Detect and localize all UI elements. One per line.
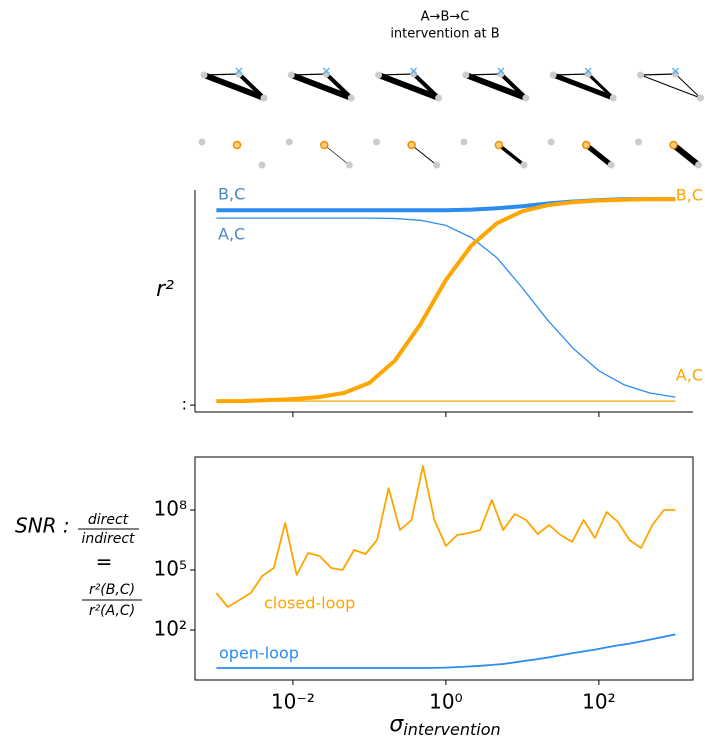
series-label: closed-loop [264,594,355,613]
node [347,94,355,102]
intervention-mark [672,67,679,75]
node [287,71,295,79]
node [462,71,470,79]
title-line: intervention at B [390,27,499,42]
x-tick-label: 10⁻² [271,690,315,714]
x-axis-label: σintervention [389,712,500,739]
edge [499,72,528,100]
edge [324,144,350,166]
node [320,140,329,150]
edge [640,73,676,76]
node [581,140,591,150]
edge [377,72,440,101]
edge [587,72,615,100]
y-axis-label: SNR : [15,514,70,538]
x-axis-label-symbol: σ [389,712,404,737]
x-tick-label: 10⁰ [429,690,462,714]
intervention-mark [410,67,418,75]
node [494,140,504,150]
node [697,94,704,102]
node [260,94,268,102]
node [635,138,642,146]
series-label: B,C [218,185,245,204]
network-diagrams [198,67,704,169]
edge [411,144,437,166]
node [460,138,468,146]
node [547,138,555,146]
edge [671,142,701,168]
series-label: A,C [218,225,245,244]
y-tick-label: 10⁵ [154,556,187,580]
node [433,161,441,169]
y-axis-label: r² [156,277,174,302]
edge [464,72,527,101]
node [373,138,381,146]
axis-frame [194,456,694,681]
node [200,71,208,79]
node [198,138,206,146]
edge [552,72,615,101]
intervention-mark [584,67,592,75]
node [345,161,353,169]
edge [202,72,266,101]
node [285,138,293,146]
node [695,161,702,169]
series-line [216,197,676,404]
series-line [216,217,676,398]
series-label: B,C [676,186,703,205]
intervention-mark [235,67,243,75]
y-tick-label: 10² [154,616,187,640]
node [520,161,528,169]
edge [675,73,701,99]
node [232,140,242,150]
x-axis-label-subscript: intervention [403,720,500,739]
intervention-mark [497,67,505,75]
y-axis-label: = [96,550,113,574]
x-tick-label: 10² [582,690,615,714]
node [669,140,678,150]
node [549,71,557,79]
y-axis-label: indirect [81,531,135,547]
edge [237,72,266,100]
node [258,161,266,169]
y-axis-label: direct [88,512,129,528]
y-axis-label: r²(A,C) [89,603,135,619]
node [637,71,644,79]
intervention-mark [322,67,330,75]
title-line: A→B→C [421,10,470,25]
series-label: open-loop [219,644,299,663]
node [435,94,443,102]
edge [640,74,701,99]
node [375,71,383,79]
series-line [216,633,676,669]
y-axis-label: r²(B,C) [89,582,135,598]
edge [290,72,353,101]
series-label: A,C [676,366,703,385]
node [609,94,617,102]
node [407,140,416,150]
edge [412,72,440,100]
y-tick-label: 10⁸ [154,497,187,521]
node [607,161,615,169]
y-tick-label: : [182,395,187,414]
edge [324,72,353,100]
edge [584,143,613,167]
series-line [215,465,676,608]
node [522,94,530,102]
edge [497,143,525,167]
